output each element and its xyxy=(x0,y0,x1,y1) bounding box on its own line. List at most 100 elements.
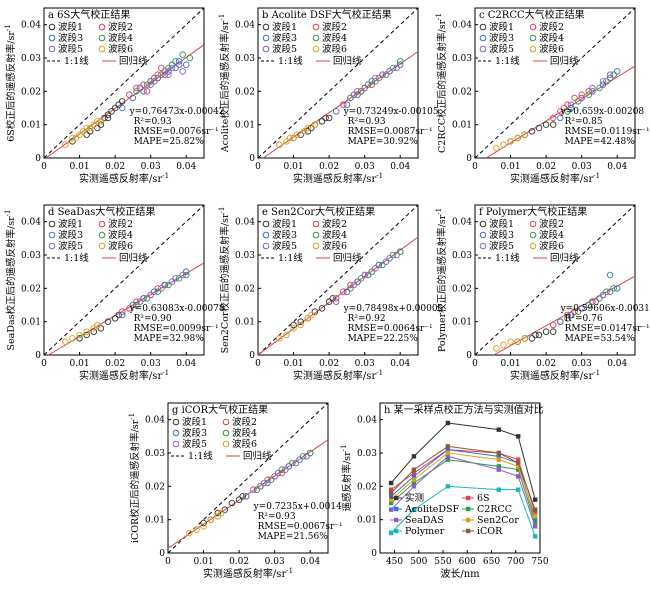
data-point xyxy=(332,295,340,302)
legend-label: 波段3 xyxy=(489,229,514,241)
x-tick-label: 0 xyxy=(255,359,261,369)
data-point xyxy=(182,271,190,279)
legend-marker xyxy=(529,45,537,53)
data-point xyxy=(350,281,358,289)
data-point xyxy=(357,275,365,282)
data-point xyxy=(375,74,383,82)
legend-marker xyxy=(98,220,106,228)
data-point xyxy=(528,128,536,135)
stat-text: y=0.78498x+0.00005 xyxy=(343,304,444,314)
legend-label: 波段6 xyxy=(322,43,347,55)
y-tick-label: 0.02 xyxy=(357,482,377,492)
x-tick-label: 0 xyxy=(472,359,478,369)
data-point xyxy=(182,61,190,68)
legend-label: Sen2Cor xyxy=(477,515,519,526)
data-point xyxy=(589,298,596,305)
data-point xyxy=(357,88,365,95)
legend-label: 波段5 xyxy=(489,43,514,55)
series-marker xyxy=(515,487,521,492)
y-tick-label: 0 xyxy=(35,154,41,164)
data-point xyxy=(549,114,557,122)
y-tick-label: 0.04 xyxy=(235,218,255,228)
data-point xyxy=(218,509,225,517)
panel-0: 00 0.01 0.01 0.02 0.02 0.03 0.03 0.04 0.04 a 6S大气… xyxy=(4,7,225,185)
x-tick-label: 0 xyxy=(41,359,47,369)
plot-frame xyxy=(257,204,419,356)
data-point xyxy=(603,78,610,85)
data-point xyxy=(86,128,94,135)
data-point xyxy=(549,328,557,335)
x-tick-label: 0.01 xyxy=(501,359,521,369)
legend-marker xyxy=(172,440,180,448)
data-point xyxy=(101,114,108,122)
data-point xyxy=(610,285,617,292)
data-point xyxy=(592,298,600,305)
data-point xyxy=(347,94,354,102)
series-marker xyxy=(496,457,501,462)
y-tick-label: 0.04 xyxy=(235,21,255,31)
x-axis-label: 实测遥感反射率/sr-1 xyxy=(79,172,169,185)
data-point xyxy=(606,271,614,279)
y-tick-label: 0.01 xyxy=(357,516,377,526)
data-point xyxy=(83,131,90,138)
stat-text: R²=0.76 xyxy=(565,314,603,324)
data-point xyxy=(147,81,154,88)
data-point xyxy=(389,64,397,72)
data-point xyxy=(603,288,610,295)
data-point xyxy=(200,519,207,527)
data-point xyxy=(235,496,243,503)
x-tick-label: 600 xyxy=(459,557,476,567)
data-point xyxy=(94,118,101,125)
data-point xyxy=(493,345,500,352)
plot-frame xyxy=(474,204,636,356)
stat-text: MAPE=30.92% xyxy=(348,137,419,147)
data-point xyxy=(283,331,290,339)
y-tick-label: 0.04 xyxy=(357,416,377,426)
data-point xyxy=(299,453,307,460)
data-point xyxy=(396,61,404,68)
x-tick-label: 0.03 xyxy=(355,162,375,172)
data-point xyxy=(549,121,557,128)
x-axis-label: 实测遥感反射率/sr-1 xyxy=(79,369,169,382)
legend-label: 波段2 xyxy=(539,218,564,230)
data-point xyxy=(297,318,304,325)
data-point xyxy=(207,516,214,523)
series-marker xyxy=(515,474,521,479)
series-marker xyxy=(496,467,501,472)
series-line xyxy=(390,452,536,517)
legend-label: 回归线 xyxy=(119,55,148,67)
x-tick-label: 0.04 xyxy=(300,557,320,567)
x-tick-label: 0.02 xyxy=(319,162,339,172)
data-point xyxy=(393,251,400,259)
plot-frame xyxy=(474,7,636,159)
data-point xyxy=(560,104,568,112)
data-point xyxy=(350,91,358,98)
legend-label: SeaDAS xyxy=(405,515,444,526)
data-point xyxy=(104,318,112,325)
legend-label: 波段1 xyxy=(272,218,297,230)
stat-text: MAPE=25.82% xyxy=(134,137,205,147)
data-point xyxy=(372,78,379,85)
data-point xyxy=(396,58,404,65)
one-to-one-line xyxy=(257,7,419,159)
series-marker xyxy=(532,497,538,502)
stat-text: R²=0.90 xyxy=(134,314,172,324)
y-tick-label: 0.04 xyxy=(21,21,41,31)
stat-text: RMSE=0.0147sr⁻¹ xyxy=(565,324,650,334)
y-tick-label: 0.01 xyxy=(452,121,472,131)
data-point xyxy=(76,331,83,339)
series-marker xyxy=(388,507,394,512)
x-tick-label: 0.03 xyxy=(572,359,592,369)
legend-label: 波段2 xyxy=(322,21,347,33)
stat-text: y=0.7235x+0.0014 xyxy=(253,502,342,512)
data-point xyxy=(303,453,310,460)
series-marker xyxy=(515,434,521,439)
data-point xyxy=(372,74,379,82)
series-marker xyxy=(532,520,538,526)
y-tick-label: 0.02 xyxy=(145,482,165,492)
legend-marker xyxy=(466,528,471,534)
data-point xyxy=(129,301,137,309)
data-point xyxy=(90,325,98,332)
y-tick-label: 0.02 xyxy=(235,87,255,97)
data-point xyxy=(286,134,294,142)
